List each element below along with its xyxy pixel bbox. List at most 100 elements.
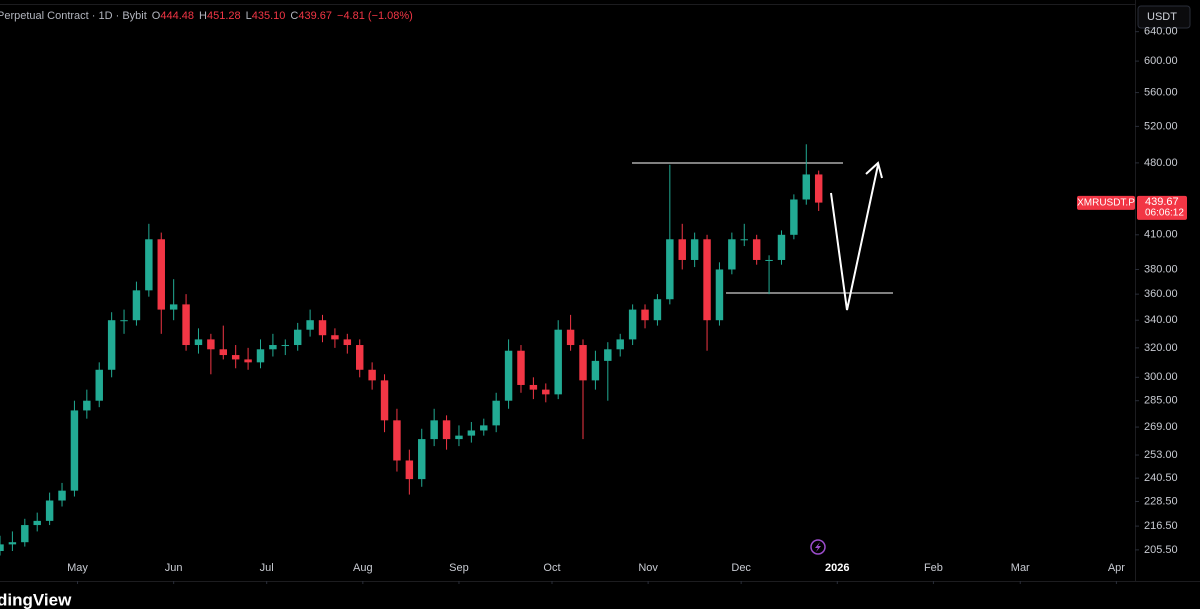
candle-body (405, 460, 414, 480)
y-tick-label: 269.00 (1144, 421, 1178, 433)
candle-body (269, 345, 277, 350)
candle-body (194, 339, 203, 346)
x-tick-label: Aug (353, 562, 373, 574)
legend-change: −4.81 (−1.08%) (337, 10, 413, 22)
y-tick-label: 520.00 (1144, 120, 1178, 132)
candle-body (33, 520, 41, 526)
legend-field-label: L (246, 10, 252, 22)
symbol-tag-label: XMRUSDT.P (1077, 198, 1135, 209)
candle-body (628, 309, 637, 340)
candle-body (703, 239, 711, 321)
legend: Perpetual Contract · 1D · Bybit O444.48 H4… (0, 10, 413, 22)
currency-button[interactable] (1137, 5, 1191, 29)
candle-body (95, 369, 103, 401)
candle-body (517, 350, 525, 385)
candle-body (418, 439, 426, 480)
y-tick-label: 340.00 (1144, 314, 1178, 326)
y-tick-label: 560.00 (1144, 86, 1178, 98)
y-tick-label: 600.00 (1144, 55, 1178, 67)
candle-body (467, 430, 476, 436)
x-tick-label: May (67, 562, 88, 574)
price-tag (1137, 195, 1187, 220)
candle-body (579, 345, 587, 381)
candle-body (244, 359, 252, 363)
currency-label[interactable]: USDT (1147, 11, 1177, 23)
y-tick-label: 253.00 (1144, 449, 1178, 461)
y-tick-label: 320.00 (1144, 342, 1178, 354)
candle-body (120, 320, 128, 322)
y-tick-label: 205.50 (1144, 544, 1178, 556)
candle-body (8, 542, 17, 545)
candle-body (58, 490, 66, 501)
y-tick-label: 228.50 (1144, 495, 1178, 507)
candle-body (790, 199, 798, 235)
candle-body (492, 400, 500, 426)
candle-body (591, 360, 600, 381)
legend-field-value: 435.10 (252, 10, 286, 22)
price-tag-label: 439.67 (1145, 196, 1179, 208)
candle-body (728, 239, 736, 270)
projection-arrow (830, 164, 879, 311)
candle-body (604, 349, 612, 361)
candle-body (256, 349, 265, 363)
candle-body (480, 425, 488, 431)
y-tick-label: 216.50 (1144, 520, 1178, 532)
x-tick-label: Nov (638, 562, 658, 574)
arrow-head (865, 161, 883, 179)
y-tick-label: 360.00 (1144, 288, 1178, 300)
candle-body (157, 239, 165, 310)
x-tick-label: Jun (165, 562, 183, 574)
candle-body (529, 384, 538, 390)
candle-body (293, 329, 302, 346)
legend-title: Perpetual Contract · 1D · Bybit (0, 10, 147, 22)
candle-body (343, 339, 352, 346)
y-tick-label: 285.00 (1144, 395, 1178, 407)
countdown-label: 06:06:12 (1145, 208, 1184, 219)
candle-body (430, 420, 438, 440)
candle-body (380, 380, 389, 421)
candle-body (132, 290, 141, 321)
candle-body (566, 329, 575, 346)
candle-body (83, 400, 91, 411)
candle-body (678, 239, 686, 260)
x-tick-label: Oct (543, 562, 560, 574)
candle-body (331, 335, 339, 340)
candle-body (554, 329, 562, 395)
candle-body (70, 410, 79, 491)
candle-body (455, 435, 463, 440)
candle-body (0, 544, 4, 552)
lightning-icon[interactable] (810, 539, 826, 555)
candle-body (777, 234, 786, 260)
candle-body (169, 304, 178, 310)
candle-body (504, 350, 513, 401)
candle-body (207, 339, 215, 350)
x-tick-label: Mar (1011, 562, 1030, 574)
candle-body (231, 355, 240, 360)
y-tick-label: 240.50 (1144, 472, 1178, 484)
candle-body (542, 389, 550, 395)
candle-body (145, 239, 153, 291)
legend-field-label: C (290, 10, 298, 22)
candle-body (318, 320, 327, 336)
legend-field-label: O (152, 10, 161, 22)
candle-body (45, 500, 54, 521)
x-tick-label: Apr (1108, 562, 1125, 574)
candle-body (765, 259, 773, 261)
candle-body (356, 345, 364, 370)
candle-body (653, 299, 662, 321)
candle-body (442, 420, 451, 440)
candle-body (814, 174, 823, 203)
x-tick-label: Jul (260, 562, 274, 574)
legend-field-value: 439.67 (298, 10, 332, 22)
candle-body (281, 345, 290, 347)
legend-field-value: 444.48 (160, 10, 194, 22)
candle-body (715, 269, 724, 321)
y-tick-label: 380.00 (1144, 263, 1178, 275)
x-tick-label: Dec (731, 562, 751, 574)
candle-body (752, 239, 761, 260)
candle-body (641, 309, 649, 321)
candle-body (219, 349, 227, 356)
candle-body (690, 239, 699, 260)
